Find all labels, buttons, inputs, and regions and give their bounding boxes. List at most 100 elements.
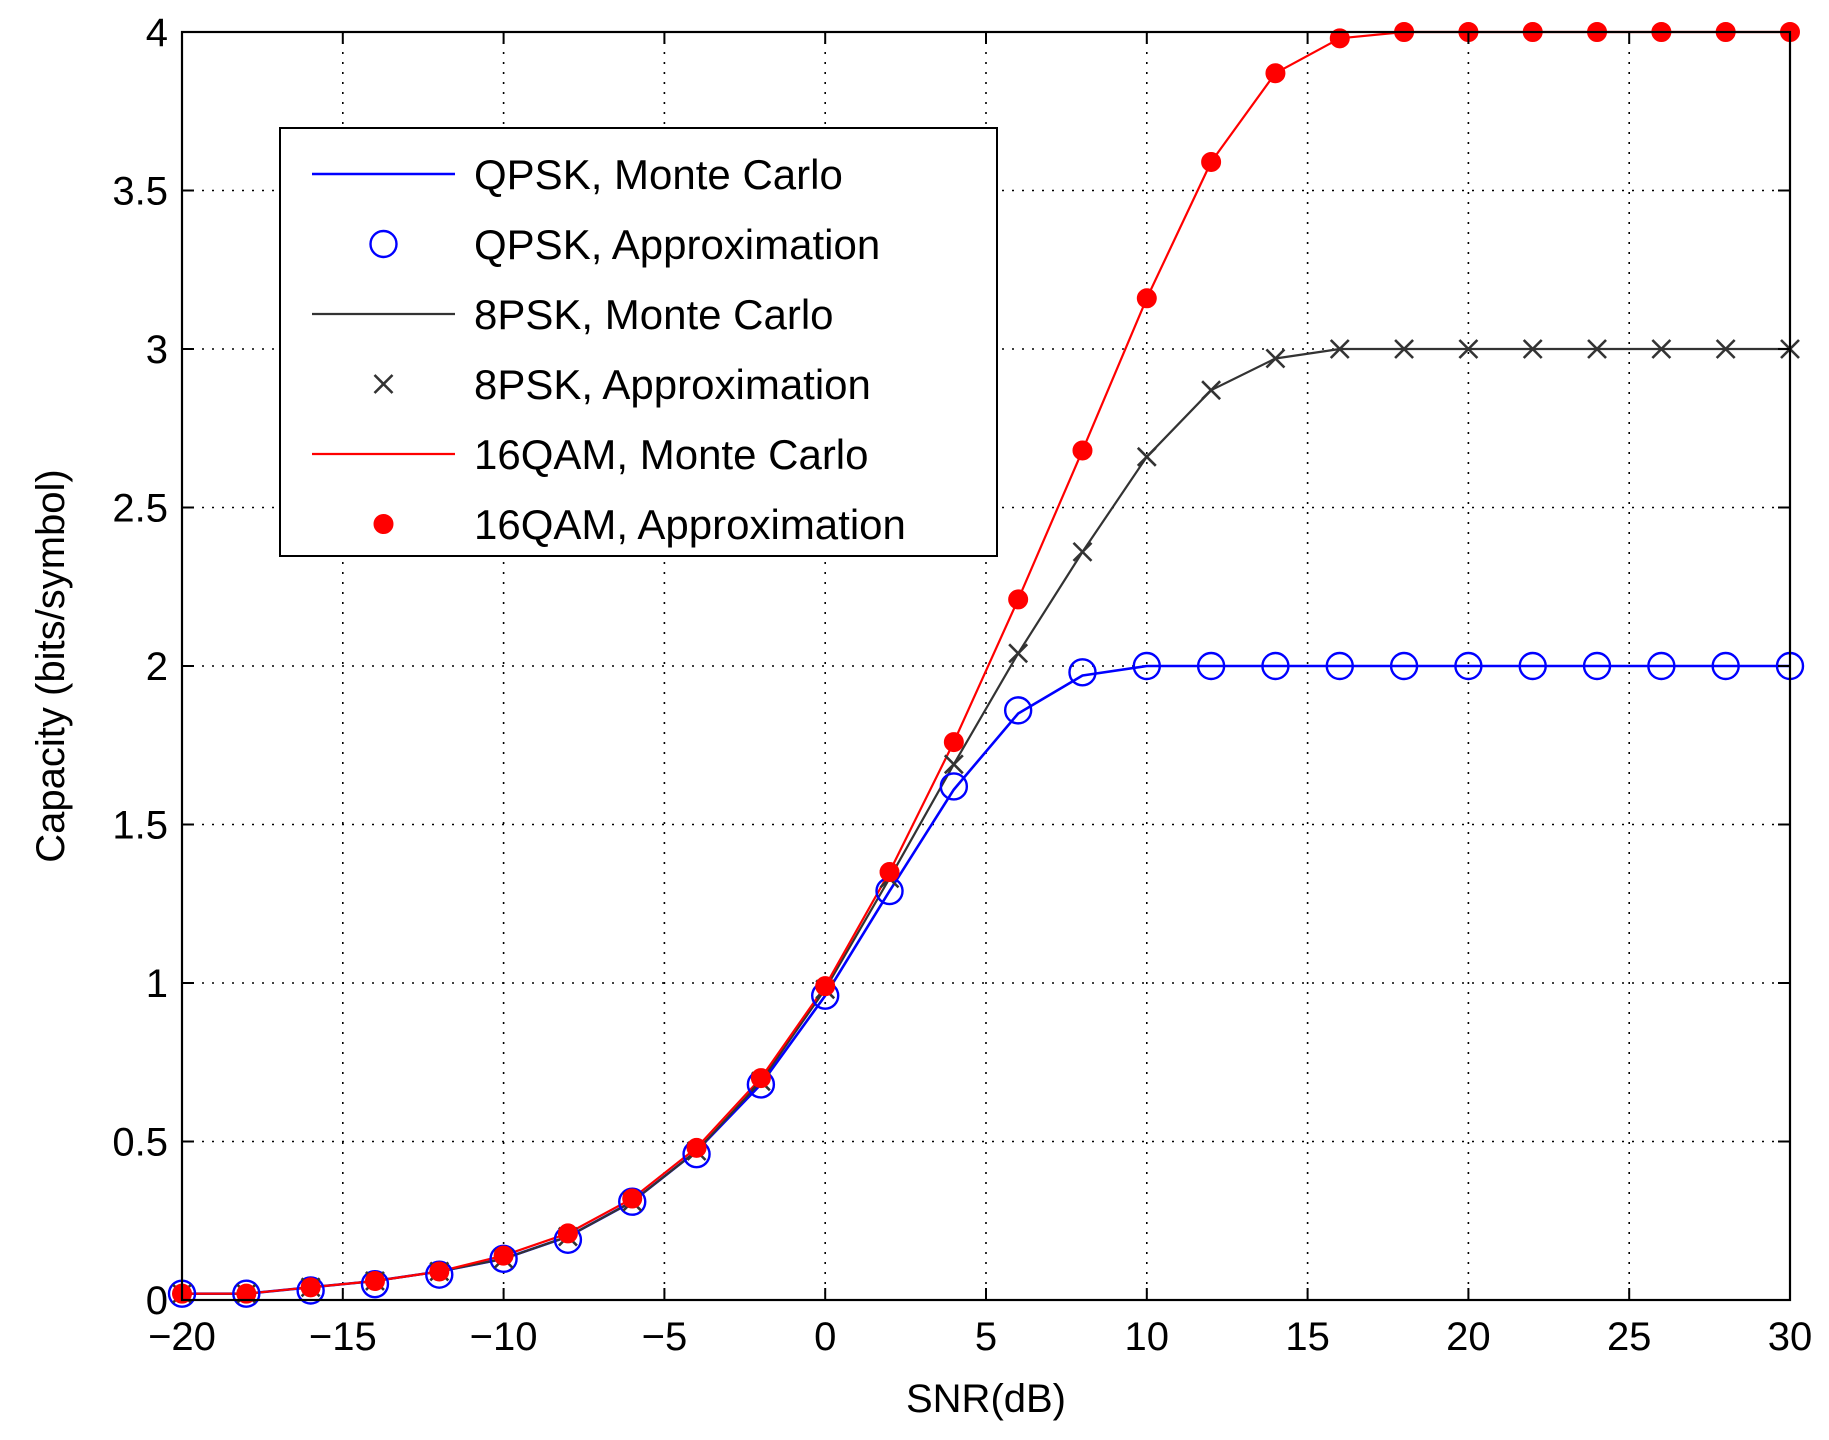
data-point-qpsk-approximation [1711, 651, 1740, 681]
x-marker-stroke [1394, 339, 1414, 359]
data-point-qpsk-approximation [1132, 651, 1162, 681]
data-point-16qam-approximation [750, 1068, 771, 1089]
data-point-16qam-approximation [879, 862, 900, 883]
y-tick-label: 3.5 [112, 170, 168, 214]
x-marker-stroke [1651, 339, 1672, 359]
data-point-qpsk-approximation [1003, 696, 1033, 725]
data-point-8psk-approximation [1587, 339, 1607, 359]
x-tick-label: −10 [470, 1315, 538, 1359]
data-point-8psk-approximation [1201, 380, 1222, 401]
y-tick-label: 3 [146, 328, 168, 372]
legend-label: 16QAM, Monte Carlo [474, 431, 869, 478]
x-tick-label: 30 [1768, 1315, 1813, 1359]
y-axis-title: Capacity (bits/symbol) [29, 469, 73, 862]
data-point-qpsk-approximation [1196, 651, 1226, 681]
data-point-16qam-approximation [1329, 28, 1350, 49]
y-tick-label: 2 [146, 645, 168, 689]
axes: −20 −15 −10 −5 0 5 10 15 20 25 30 0 0.5 1 1.5 2 2.5 3 3.5 4 [112, 11, 1812, 1359]
legend-label: QPSK, Approximation [474, 221, 880, 268]
data-point-qpsk-approximation [939, 772, 969, 801]
legend-label: 8PSK, Monte Carlo [474, 291, 834, 338]
x-marker-stroke [1008, 643, 1029, 664]
legend-entry: 8PSK, Monte Carlo [312, 291, 834, 338]
data-point-qpsk-approximation [1582, 651, 1612, 681]
x-tick-label: −5 [642, 1315, 688, 1359]
x-marker-stroke [1136, 446, 1157, 467]
legend-box [279, 127, 998, 557]
data-point-qpsk-approximation [232, 1279, 261, 1308]
y-tick-label: 1 [146, 962, 168, 1006]
x-tick-label: 0 [814, 1315, 836, 1359]
data-point-16qam-approximation [557, 1223, 578, 1244]
x-marker-stroke [1458, 339, 1479, 359]
legend-marker-swatch [369, 229, 398, 259]
x-tick-label: 25 [1607, 1315, 1652, 1359]
legend-marker-swatch [373, 514, 394, 534]
x-tick-label: 10 [1125, 1315, 1170, 1359]
legend-entry: 16QAM, Monte Carlo [312, 431, 869, 478]
x-marker-stroke [1265, 348, 1286, 369]
data-point-16qam-approximation [300, 1277, 321, 1298]
data-point-qpsk-approximation [1261, 651, 1290, 681]
data-point-16qam-approximation [364, 1270, 385, 1291]
data-point-8psk-approximation [1136, 446, 1157, 467]
x-marker-stroke [1201, 380, 1222, 401]
data-point-8psk-approximation [1651, 339, 1672, 359]
legend-entry: 8PSK, Approximation [373, 361, 871, 408]
legend: QPSK, Monte Carlo QPSK, Approximation 8PSK… [279, 127, 998, 557]
x-tick-label: −20 [148, 1315, 216, 1359]
x-tick-label: 5 [975, 1315, 997, 1359]
data-point-qpsk-approximation [1325, 651, 1354, 681]
data-point-16qam-approximation [1265, 63, 1286, 84]
data-point-16qam-approximation [943, 732, 964, 753]
data-point-8psk-approximation [1715, 339, 1736, 359]
legend-entry: QPSK, Monte Carlo [312, 151, 843, 198]
x-marker-stroke [1329, 339, 1350, 359]
data-point-16qam-approximation [1201, 151, 1222, 172]
x-marker-stroke [1522, 339, 1543, 359]
data-point-8psk-approximation [1329, 339, 1350, 359]
y-tick-label: 2.5 [112, 487, 168, 531]
data-point-8psk-approximation [1072, 541, 1093, 562]
y-tick-label: 4 [146, 11, 168, 55]
data-point-8psk-approximation [1522, 339, 1543, 359]
data-point-qpsk-approximation [1068, 658, 1097, 687]
data-point-8psk-approximation [1458, 339, 1479, 359]
legend-label: 16QAM, Approximation [474, 501, 906, 548]
data-point-16qam-approximation [236, 1283, 257, 1304]
data-point-8psk-approximation [1008, 643, 1029, 664]
data-point-16qam-approximation [1008, 589, 1029, 610]
x-axis-title: SNR(dB) [906, 1377, 1066, 1421]
data-point-qpsk-approximation [1518, 651, 1547, 681]
x-tick-label: 15 [1285, 1315, 1330, 1359]
y-tick-label: 0.5 [112, 1121, 168, 1165]
legend-entry: QPSK, Approximation [369, 221, 880, 268]
data-point-qpsk-approximation [1389, 651, 1419, 681]
data-point-qpsk-approximation [1454, 651, 1483, 681]
legend-entry: 16QAM, Approximation [373, 501, 906, 548]
data-point-16qam-approximation [429, 1261, 450, 1282]
data-point-16qam-approximation [493, 1245, 514, 1266]
legend-marker-swatch [373, 374, 394, 394]
data-point-16qam-approximation [1136, 288, 1157, 309]
data-point-16qam-approximation [1072, 440, 1093, 461]
data-point-16qam-approximation [686, 1137, 707, 1158]
data-point-8psk-approximation [1394, 339, 1414, 359]
data-point-16qam-approximation [622, 1188, 643, 1209]
legend-label: QPSK, Monte Carlo [474, 151, 843, 198]
data-point-qpsk-approximation [1647, 651, 1676, 681]
data-point-16qam-approximation [815, 976, 836, 997]
x-tick-label: −15 [309, 1315, 377, 1359]
data-point-8psk-approximation [943, 754, 964, 775]
x-marker-stroke [1587, 339, 1607, 359]
legend-label: 8PSK, Approximation [474, 361, 871, 408]
data-point-8psk-approximation [1265, 348, 1286, 369]
y-tick-label: 1.5 [112, 804, 168, 848]
x-marker-stroke [1072, 541, 1093, 562]
x-marker-stroke [1715, 339, 1736, 359]
x-marker-stroke [943, 754, 964, 775]
x-marker-stroke [373, 374, 394, 394]
x-tick-label: 20 [1446, 1315, 1491, 1359]
y-tick-label: 0 [146, 1279, 168, 1323]
